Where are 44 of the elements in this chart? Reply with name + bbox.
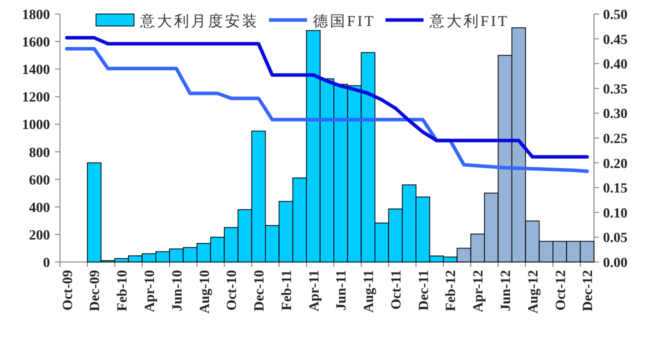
y-tick-label: 0 — [43, 256, 50, 271]
y2-tick-label: 0.45 — [603, 32, 628, 48]
x-tick-label: Dec-09 — [88, 270, 104, 312]
x-tick-label: Aug-10 — [198, 270, 213, 314]
y-tick-label: 200 — [29, 228, 50, 244]
x-tick-label: Apr-10 — [143, 270, 158, 312]
legend-label: 意大利月度安装 — [139, 13, 259, 30]
x-tick-label: Dec-12 — [581, 270, 596, 312]
x-tick-label: Apr-11 — [307, 270, 322, 312]
x-tick-label: Jun-10 — [170, 270, 186, 312]
y2-tick-label: 0.10 — [603, 206, 628, 222]
y-tick-label: 400 — [29, 200, 50, 216]
x-tick-label: Feb-11 — [280, 270, 295, 310]
y-tick-label: 800 — [29, 146, 50, 161]
legend-label: 德国FIT — [313, 14, 376, 30]
y-tick-label: 1400 — [22, 63, 50, 78]
x-tick-label: Jun-12 — [499, 270, 514, 312]
x-tick-label: Jun-11 — [334, 270, 350, 310]
y2-tick-label: 0.30 — [603, 107, 628, 122]
y2-tick-label: 0.05 — [603, 231, 628, 246]
x-tick-label: Feb-10 — [116, 270, 131, 312]
y2-tick-label: 0.20 — [603, 156, 628, 172]
x-tick-label: Aug-11 — [362, 270, 378, 313]
y-tick-label: 1800 — [22, 8, 50, 23]
legend-label: 意大利FIT — [428, 13, 509, 30]
x-tick-label: Feb-12 — [444, 270, 460, 312]
y2-tick-label: 0.25 — [603, 132, 628, 147]
x-tick-label: Oct-10 — [225, 270, 240, 310]
y-tick-label: 1200 — [22, 90, 50, 106]
x-tick-label: Oct-11 — [389, 270, 404, 310]
y-tick-label: 1600 — [22, 36, 50, 51]
x-tick-label: Dec-10 — [252, 270, 268, 312]
x-tick-label: Apr-12 — [472, 270, 487, 312]
x-tick-label: Oct-12 — [554, 270, 569, 310]
y2-tick-label: 0.00 — [603, 256, 628, 271]
y2-tick-label: 0.50 — [603, 8, 628, 23]
x-tick-label: Aug-12 — [526, 270, 542, 314]
y2-tick-label: 0.35 — [603, 82, 628, 98]
y2-tick-label: 0.15 — [603, 182, 628, 197]
y-tick-label: 1000 — [22, 118, 50, 134]
x-tick-label: Oct-09 — [60, 270, 76, 310]
x-tick-label: Dec-11 — [416, 270, 432, 310]
y2-tick-label: 0.40 — [603, 58, 628, 73]
y-tick-label: 600 — [29, 173, 50, 188]
